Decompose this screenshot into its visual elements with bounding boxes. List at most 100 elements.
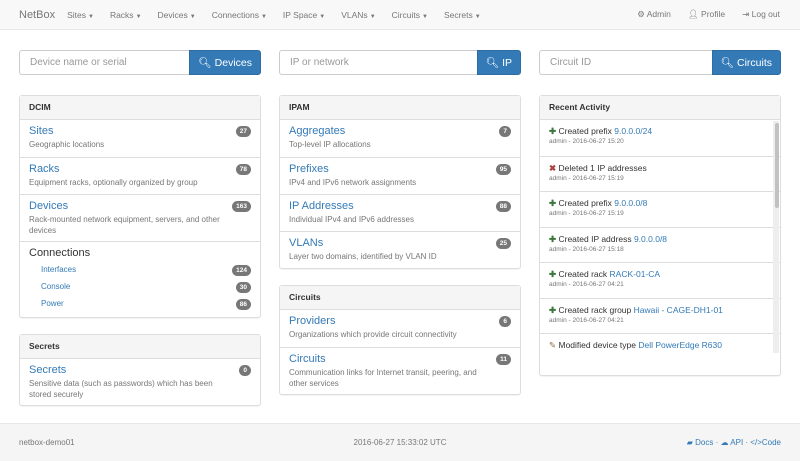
footer: netbox-demo01 2016-06-27 15:33:02 UTC ▰ …: [0, 423, 800, 461]
nav-menu-connections[interactable]: Connections ▼: [212, 10, 267, 20]
code-icon: </>: [750, 438, 762, 447]
connection-link-power[interactable]: Power: [41, 299, 64, 308]
ip-search-input[interactable]: [280, 51, 477, 74]
list-item: Devices Rack-mounted network equipment, s…: [20, 194, 260, 241]
ip-search-button[interactable]: 🔍︎ IP: [476, 50, 521, 75]
api-link[interactable]: ☁ API: [721, 438, 744, 447]
activity-item: ✚ Created rack RACK-01-CA admin - 2016-06…: [540, 262, 780, 298]
connections-group: Connections Interfaces 124 Console 30 Power 86: [20, 241, 260, 317]
hostname: netbox-demo01: [19, 438, 75, 447]
item-link-vlans[interactable]: VLANs: [289, 237, 324, 249]
activity-action: Created IP address: [558, 233, 632, 244]
item-link-secrets[interactable]: Secrets: [29, 364, 67, 376]
nav-menu-sites[interactable]: Sites ▼: [67, 10, 94, 20]
item-link-racks[interactable]: Racks: [29, 163, 60, 175]
gear-icon: ⚙: [637, 9, 645, 19]
device-search-field[interactable]: Device name or serial: [19, 50, 190, 75]
list-item: Circuits Communication links for Internet…: [280, 347, 520, 394]
item-link-ip-addresses[interactable]: IP Addresses: [289, 200, 354, 212]
activity-object-link[interactable]: 9.0.0.0/24: [614, 126, 653, 136]
activity-action: Created prefix: [558, 198, 612, 208]
plus-icon: ✚: [549, 198, 559, 208]
activity-object-link[interactable]: 9.0.0.0/8: [633, 233, 668, 244]
profile-label: Profile: [701, 9, 726, 19]
item-description: Rack-mounted network equipment, servers,…: [29, 215, 220, 235]
circuit-search-field[interactable]: Circuit ID: [539, 50, 712, 75]
nav-menu-circuits[interactable]: Circuits ▼: [392, 10, 428, 20]
item-link-providers[interactable]: Providers: [289, 315, 336, 327]
item-link-prefixes[interactable]: Prefixes: [289, 163, 329, 175]
item-description: Top-level IP allocations: [289, 140, 371, 149]
activity-object-link[interactable]: Hawaii - CAGE-DH1-01: [633, 304, 723, 315]
item-link-sites[interactable]: Sites: [29, 125, 54, 137]
nav-menu-vlans[interactable]: VLANs ▼: [341, 10, 375, 20]
count-badge: 163: [232, 201, 251, 212]
list-item: Prefixes IPv4 and IPv6 network assignment…: [280, 157, 520, 194]
scrollbar-thumb[interactable]: [775, 123, 779, 208]
circuit-search-button[interactable]: 🔍︎ Circuits: [711, 50, 781, 75]
nav-menu-secrets[interactable]: Secrets ▼: [444, 10, 481, 20]
activity-meta: admin - 2016-06-27 15:20: [549, 138, 624, 145]
logout-label: Log out: [751, 9, 780, 19]
panel-heading: Circuits: [280, 286, 520, 310]
activity-meta: admin - 2016-06-27 15:19: [549, 210, 624, 217]
activity-object-link[interactable]: 9.0.0.0/8: [614, 198, 648, 208]
search-icon: 🔍︎: [720, 57, 737, 69]
caret-down-icon: ▼: [260, 13, 267, 20]
count-badge: 25: [495, 238, 511, 249]
panel-heading: DCIM: [20, 96, 260, 120]
logout-link[interactable]: ⇥ Log out: [742, 9, 780, 20]
activity-list[interactable]: ✚ Created prefix 9.0.0.0/24 admin - 2016-…: [540, 120, 780, 375]
list-item: Racks Equipment racks, optionally organiz…: [20, 157, 260, 194]
docs-link[interactable]: ▰ Docs: [687, 438, 714, 447]
server-time: 2016-06-27 15:33:02 UTC: [353, 438, 447, 447]
circuits-panel: Circuits Providers Organizations which pro…: [279, 285, 521, 395]
profile-link[interactable]: 👤︎ Profile: [688, 9, 725, 20]
admin-link[interactable]: ⚙ Admin: [637, 9, 671, 20]
nav-menu-label: Secrets: [443, 9, 473, 20]
plus-icon: ✚: [549, 304, 559, 315]
search-button-label: IP: [502, 57, 512, 69]
code-label: Code: [761, 438, 781, 447]
code-link[interactable]: </>Code: [750, 438, 781, 447]
activity-action: Created rack: [558, 269, 608, 279]
navbar: NetBox Sites ▼ Racks ▼ Devices ▼ Connections ▼ I…: [0, 0, 800, 30]
circuit-search-input[interactable]: [540, 51, 712, 74]
api-label: API: [730, 438, 744, 447]
search-button-label: Circuits: [736, 57, 772, 69]
item-link-aggregates[interactable]: Aggregates: [289, 125, 346, 137]
activity-object-link[interactable]: RACK-01-CA: [609, 269, 661, 279]
scrollbar[interactable]: [773, 121, 779, 353]
panel-heading: IPAM: [280, 96, 520, 120]
panel-body: Sites Geographic locations 27 Racks Equipmen…: [20, 120, 260, 317]
item-link-devices[interactable]: Devices: [29, 200, 69, 212]
cloud-icon: ☁: [720, 438, 729, 447]
activity-item: ✎ Modified device type Dell PowerEdge R6…: [540, 333, 780, 369]
item-link-circuits[interactable]: Circuits: [289, 353, 326, 365]
activity-item: ✚ Created IP address 9.0.0.0/8 admin - 20…: [540, 226, 780, 263]
nav-menu-devices[interactable]: Devices ▼: [158, 10, 196, 20]
dcim-panel: DCIM Sites Geographic locations 27 Racks Equi…: [19, 95, 261, 318]
ip-search-field[interactable]: IP or network: [279, 50, 477, 75]
item-description: IPv4 and IPv6 network assignments: [289, 178, 417, 187]
device-search-button[interactable]: 🔍︎ Devices: [189, 50, 261, 75]
brand-logo[interactable]: NetBox: [19, 8, 56, 21]
connection-link-console[interactable]: Console: [41, 282, 71, 291]
remove-icon: ✖: [549, 162, 559, 173]
activity-meta: admin - 2016-06-27 04:21: [549, 316, 624, 324]
list-item: Providers Organizations which provide cir…: [280, 310, 520, 347]
caret-down-icon: ▼: [87, 13, 94, 20]
panel-body: Aggregates Top-level IP allocations 7 Prefi…: [280, 120, 520, 268]
list-item: VLANs Layer two domains, identified by VL…: [280, 231, 520, 268]
nav-menu-racks[interactable]: Racks ▼: [110, 10, 142, 20]
nav-menu-label: Connections: [211, 9, 259, 20]
activity-meta: admin - 2016-06-27 15:18: [549, 245, 624, 253]
activity-meta: admin - 2016-06-27 04:21: [549, 281, 624, 288]
device-search-input[interactable]: [20, 51, 190, 74]
activity-object-link[interactable]: Dell PowerEdge R630: [638, 340, 722, 350]
connection-link-interfaces[interactable]: Interfaces: [41, 265, 77, 274]
list-item: Secrets Sensitive data (such as passwords…: [20, 359, 260, 405]
nav-menu-ip-space[interactable]: IP Space ▼: [283, 10, 325, 20]
admin-label: Admin: [646, 9, 671, 19]
ipam-panel: IPAM Aggregates Top-level IP allocations 7 P…: [279, 95, 521, 269]
